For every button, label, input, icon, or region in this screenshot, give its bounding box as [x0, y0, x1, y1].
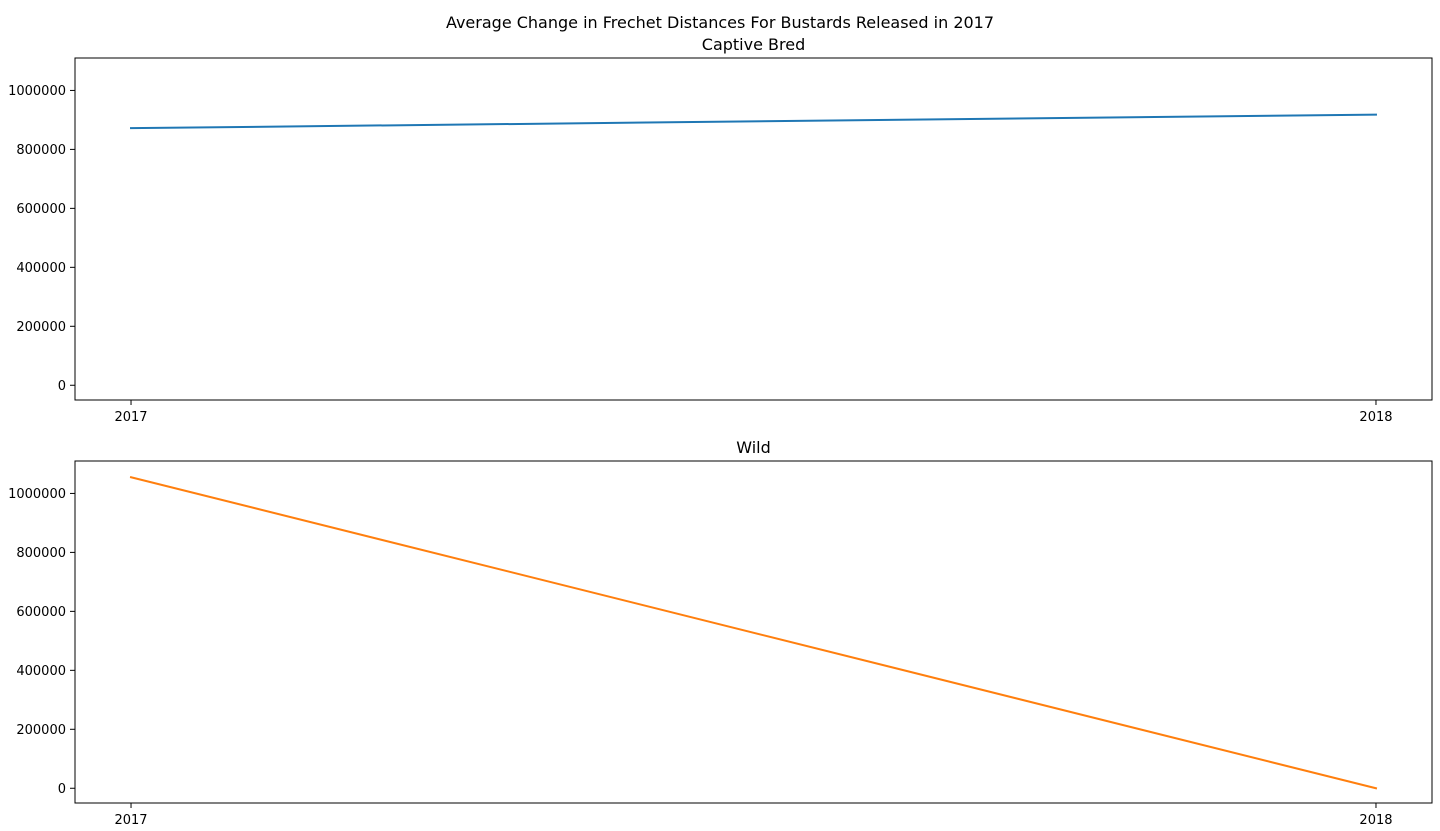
x-tick-label-wild: 2017 — [114, 813, 147, 828]
y-tick-label-wild: 400000 — [16, 664, 66, 679]
figure-suptitle: Average Change in Frechet Distances For … — [445, 13, 995, 32]
x-tick-label-captive-bred: 2017 — [114, 410, 147, 425]
y-tick-label-captive-bred: 600000 — [16, 202, 66, 217]
panel-wild: Wild 0 200000 400000 600000 800000 1000000 2017… — [8, 438, 1433, 828]
y-tick-label-wild: 0 — [58, 782, 66, 797]
y-tick-label-captive-bred: 200000 — [16, 320, 66, 335]
x-tick-label-captive-bred: 2018 — [1359, 410, 1392, 425]
axes-frame-wild — [74, 460, 1433, 804]
series-line-wild-0 — [129, 476, 1378, 790]
y-tick-label-captive-bred: 400000 — [16, 261, 66, 276]
axes-frame-captive-bred — [74, 57, 1433, 401]
y-tick-label-wild: 1000000 — [8, 487, 66, 502]
y-tick-label-captive-bred: 1000000 — [8, 84, 66, 99]
subplot-title-wild: Wild — [736, 438, 771, 457]
series-line-captive-bred-0 — [130, 113, 1377, 130]
y-tick-label-wild: 600000 — [16, 605, 66, 620]
y-tick-label-wild: 800000 — [16, 546, 66, 561]
y-tick-label-wild: 200000 — [16, 723, 66, 738]
y-tick-label-captive-bred: 0 — [58, 379, 66, 394]
x-tick-label-wild: 2018 — [1359, 813, 1392, 828]
panel-captive-bred: Captive Bred 0 200000 400000 600000 800000 100… — [8, 35, 1433, 425]
subplot-title-captive-bred: Captive Bred — [702, 35, 805, 54]
y-tick-label-captive-bred: 800000 — [16, 143, 66, 158]
